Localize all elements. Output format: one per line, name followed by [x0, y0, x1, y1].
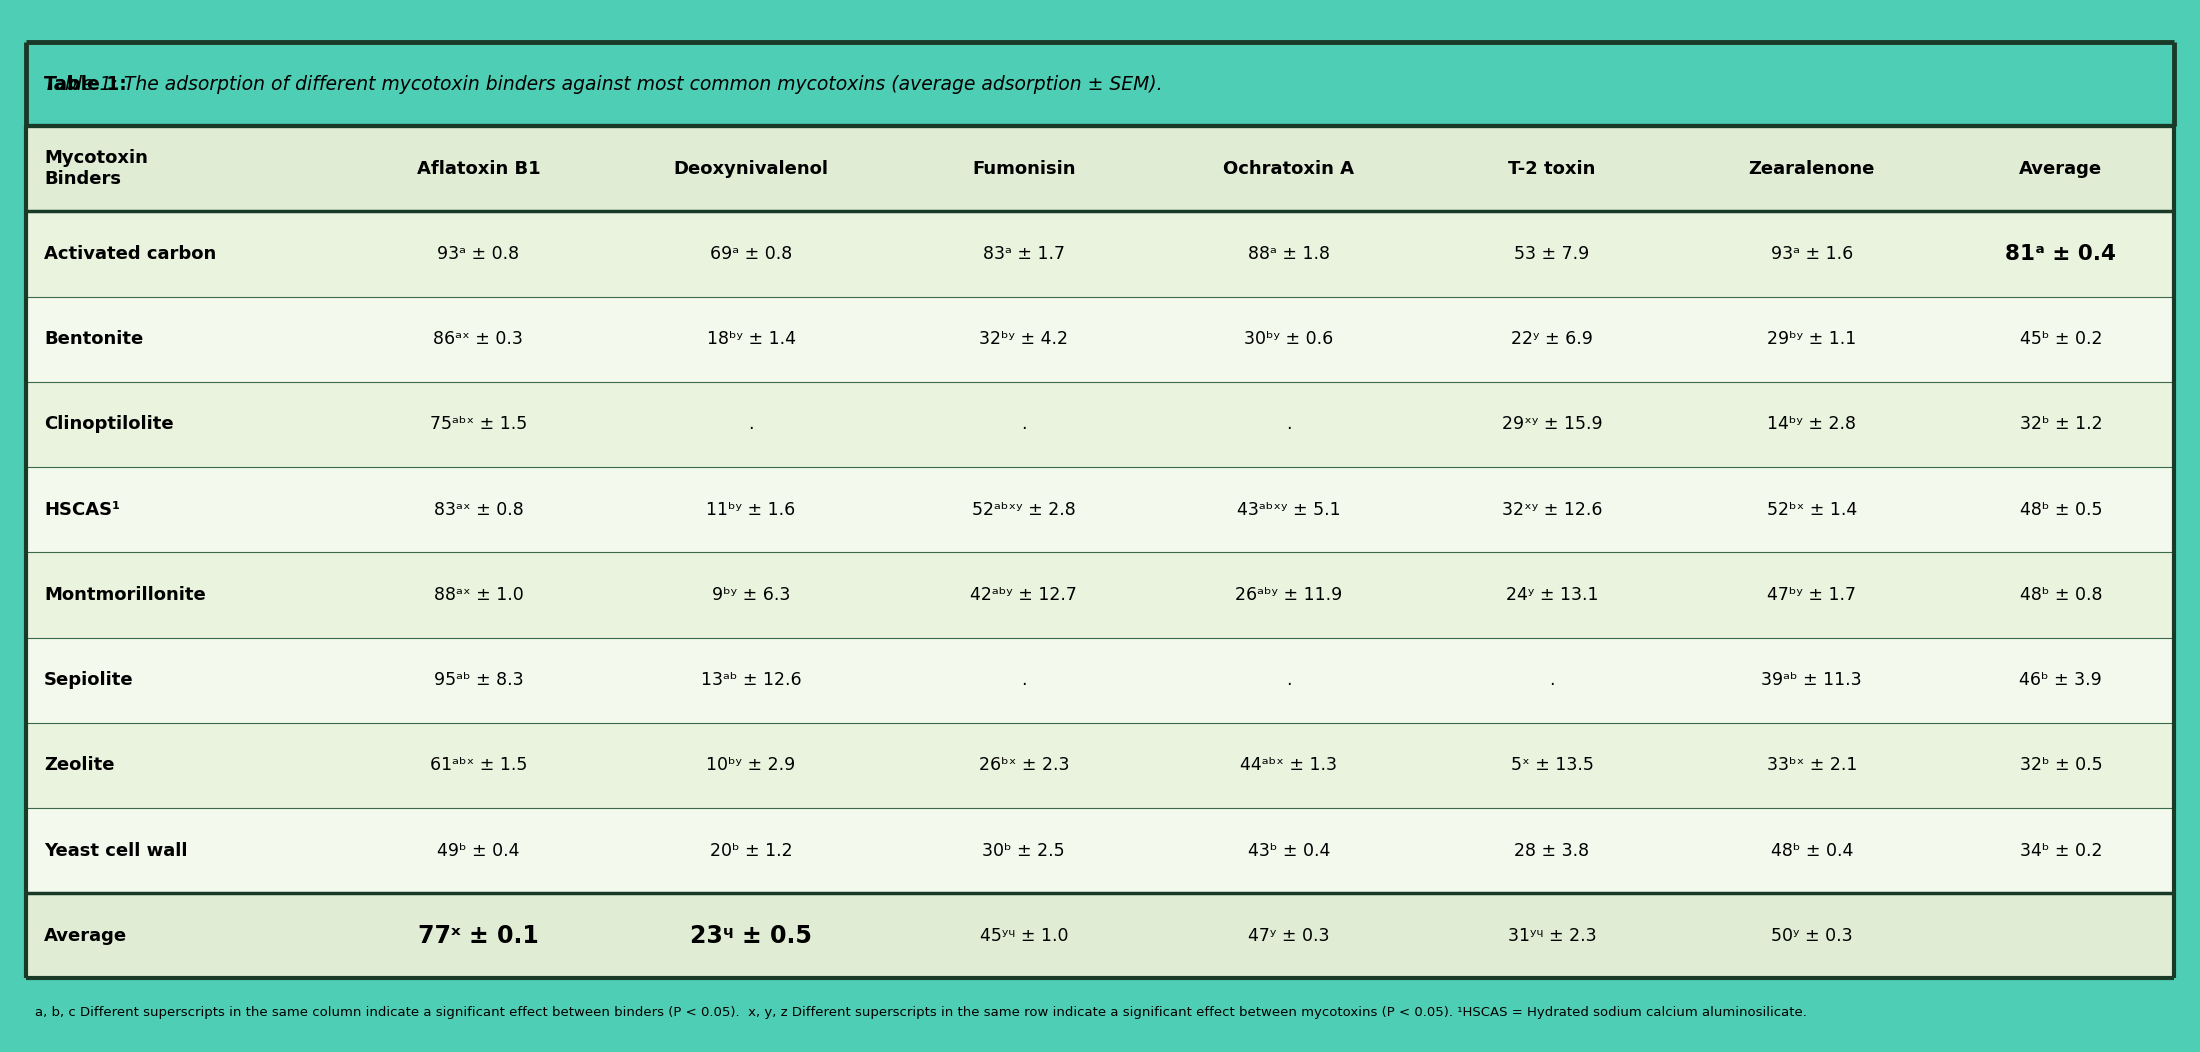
Text: Average: Average — [44, 927, 128, 945]
Text: 32ᵇ ± 0.5: 32ᵇ ± 0.5 — [2020, 756, 2103, 774]
Bar — [26, 808, 2174, 893]
Text: Activated carbon: Activated carbon — [44, 245, 216, 263]
Text: 20ᵇ ± 1.2: 20ᵇ ± 1.2 — [711, 842, 792, 859]
Text: .: . — [1549, 671, 1555, 689]
Text: .: . — [1287, 671, 1291, 689]
Text: .: . — [1021, 671, 1027, 689]
Text: .: . — [1287, 416, 1291, 433]
Text: 52ᵇˣ ± 1.4: 52ᵇˣ ± 1.4 — [1767, 501, 1857, 519]
Text: 45ᵇ ± 0.2: 45ᵇ ± 0.2 — [2020, 330, 2103, 348]
Text: 48ᵇ ± 0.5: 48ᵇ ± 0.5 — [2020, 501, 2103, 519]
Bar — [26, 126, 2174, 211]
Text: 11ᵇʸ ± 1.6: 11ᵇʸ ± 1.6 — [706, 501, 796, 519]
Bar — [26, 42, 2174, 126]
Text: 43ᵃᵇˣʸ ± 5.1: 43ᵃᵇˣʸ ± 5.1 — [1236, 501, 1340, 519]
Text: 69ᵃ ± 0.8: 69ᵃ ± 0.8 — [711, 245, 792, 263]
Text: 43ᵇ ± 0.4: 43ᵇ ± 0.4 — [1247, 842, 1331, 859]
Text: 22ʸ ± 6.9: 22ʸ ± 6.9 — [1511, 330, 1593, 348]
Text: 32ᵇʸ ± 4.2: 32ᵇʸ ± 4.2 — [979, 330, 1069, 348]
Text: T-2 toxin: T-2 toxin — [1509, 160, 1595, 178]
Text: 48ᵇ ± 0.4: 48ᵇ ± 0.4 — [1771, 842, 1852, 859]
Text: 44ᵃᵇˣ ± 1.3: 44ᵃᵇˣ ± 1.3 — [1241, 756, 1338, 774]
Text: 26ᵃᵇʸ ± 11.9: 26ᵃᵇʸ ± 11.9 — [1236, 586, 1342, 604]
Text: Aflatoxin B1: Aflatoxin B1 — [416, 160, 541, 178]
Text: Zeolite: Zeolite — [44, 756, 114, 774]
Text: Yeast cell wall: Yeast cell wall — [44, 842, 187, 859]
Text: Average: Average — [2020, 160, 2103, 178]
Text: 77ˣ ± 0.1: 77ˣ ± 0.1 — [418, 924, 539, 948]
Text: 88ᵃ ± 1.8: 88ᵃ ± 1.8 — [1247, 245, 1331, 263]
Text: 29ᵇʸ ± 1.1: 29ᵇʸ ± 1.1 — [1767, 330, 1857, 348]
Text: 39ᵃᵇ ± 11.3: 39ᵃᵇ ± 11.3 — [1762, 671, 1861, 689]
Text: 53 ± 7.9: 53 ± 7.9 — [1514, 245, 1591, 263]
Text: Table 1: The adsorption of different mycotoxin binders against most common mycot: Table 1: The adsorption of different myc… — [44, 75, 1162, 94]
Text: 83ᵃˣ ± 0.8: 83ᵃˣ ± 0.8 — [433, 501, 524, 519]
Text: 52ᵃᵇˣʸ ± 2.8: 52ᵃᵇˣʸ ± 2.8 — [972, 501, 1076, 519]
Text: 30ᵇʸ ± 0.6: 30ᵇʸ ± 0.6 — [1245, 330, 1333, 348]
Text: Deoxynivalenol: Deoxynivalenol — [673, 160, 829, 178]
Text: 9ᵇʸ ± 6.3: 9ᵇʸ ± 6.3 — [713, 586, 790, 604]
Text: 33ᵇˣ ± 2.1: 33ᵇˣ ± 2.1 — [1767, 756, 1857, 774]
Text: Fumonisin: Fumonisin — [972, 160, 1076, 178]
Text: 47ᵇʸ ± 1.7: 47ᵇʸ ± 1.7 — [1767, 586, 1857, 604]
Text: 42ᵃᵇʸ ± 12.7: 42ᵃᵇʸ ± 12.7 — [970, 586, 1078, 604]
Text: 46ᵇ ± 3.9: 46ᵇ ± 3.9 — [2020, 671, 2103, 689]
Bar — [26, 297, 2174, 382]
Text: .: . — [1021, 416, 1027, 433]
Bar — [26, 723, 2174, 808]
Text: Table 1:: Table 1: — [44, 75, 128, 94]
Text: 49ᵇ ± 0.4: 49ᵇ ± 0.4 — [438, 842, 519, 859]
Text: 23ᶣ ± 0.5: 23ᶣ ± 0.5 — [691, 924, 812, 948]
Text: 24ʸ ± 13.1: 24ʸ ± 13.1 — [1505, 586, 1597, 604]
Text: 81ᵃ ± 0.4: 81ᵃ ± 0.4 — [2006, 244, 2116, 264]
Text: 10ᵇʸ ± 2.9: 10ᵇʸ ± 2.9 — [706, 756, 796, 774]
Text: 93ᵃ ± 1.6: 93ᵃ ± 1.6 — [1771, 245, 1852, 263]
Text: 28 ± 3.8: 28 ± 3.8 — [1514, 842, 1591, 859]
Text: 75ᵃᵇˣ ± 1.5: 75ᵃᵇˣ ± 1.5 — [429, 416, 528, 433]
Text: 31ʸᶣ ± 2.3: 31ʸᶣ ± 2.3 — [1507, 927, 1597, 945]
Text: 95ᵃᵇ ± 8.3: 95ᵃᵇ ± 8.3 — [433, 671, 524, 689]
Text: Mycotoxin
Binders: Mycotoxin Binders — [44, 149, 147, 188]
Text: 14ᵇʸ ± 2.8: 14ᵇʸ ± 2.8 — [1767, 416, 1857, 433]
Bar — [26, 467, 2174, 552]
Text: Ochratoxin A: Ochratoxin A — [1223, 160, 1355, 178]
Text: 13ᵃᵇ ± 12.6: 13ᵃᵇ ± 12.6 — [702, 671, 801, 689]
Text: 29ˣʸ ± 15.9: 29ˣʸ ± 15.9 — [1503, 416, 1602, 433]
Text: 47ʸ ± 0.3: 47ʸ ± 0.3 — [1247, 927, 1329, 945]
Text: Clinoptilolite: Clinoptilolite — [44, 416, 174, 433]
Bar — [26, 126, 2174, 978]
Text: Bentonite: Bentonite — [44, 330, 143, 348]
Text: 45ʸᶣ ± 1.0: 45ʸᶣ ± 1.0 — [979, 927, 1067, 945]
Text: 32ᵇ ± 1.2: 32ᵇ ± 1.2 — [2020, 416, 2103, 433]
Text: 32ˣʸ ± 12.6: 32ˣʸ ± 12.6 — [1503, 501, 1602, 519]
Text: 86ᵃˣ ± 0.3: 86ᵃˣ ± 0.3 — [433, 330, 524, 348]
Text: 61ᵃᵇˣ ± 1.5: 61ᵃᵇˣ ± 1.5 — [429, 756, 528, 774]
Text: 18ᵇʸ ± 1.4: 18ᵇʸ ± 1.4 — [706, 330, 796, 348]
Text: 30ᵇ ± 2.5: 30ᵇ ± 2.5 — [983, 842, 1065, 859]
Text: 48ᵇ ± 0.8: 48ᵇ ± 0.8 — [2020, 586, 2103, 604]
Bar — [26, 211, 2174, 297]
Text: 50ʸ ± 0.3: 50ʸ ± 0.3 — [1771, 927, 1852, 945]
Bar — [26, 893, 2174, 978]
Text: 5ˣ ± 13.5: 5ˣ ± 13.5 — [1511, 756, 1593, 774]
Text: .: . — [748, 416, 755, 433]
Text: Sepiolite: Sepiolite — [44, 671, 134, 689]
Text: 93ᵃ ± 0.8: 93ᵃ ± 0.8 — [438, 245, 519, 263]
Text: HSCAS¹: HSCAS¹ — [44, 501, 121, 519]
Text: 83ᵃ ± 1.7: 83ᵃ ± 1.7 — [983, 245, 1065, 263]
Bar — [26, 552, 2174, 638]
Text: a, b, c Different superscripts in the same column indicate a significant effect : a, b, c Different superscripts in the sa… — [35, 1006, 1806, 1018]
Bar — [26, 638, 2174, 723]
Text: 34ᵇ ± 0.2: 34ᵇ ± 0.2 — [2020, 842, 2103, 859]
Bar — [26, 382, 2174, 467]
Text: 88ᵃˣ ± 1.0: 88ᵃˣ ± 1.0 — [433, 586, 524, 604]
Text: 26ᵇˣ ± 2.3: 26ᵇˣ ± 2.3 — [979, 756, 1069, 774]
Text: Montmorillonite: Montmorillonite — [44, 586, 207, 604]
Text: Zearalenone: Zearalenone — [1749, 160, 1874, 178]
